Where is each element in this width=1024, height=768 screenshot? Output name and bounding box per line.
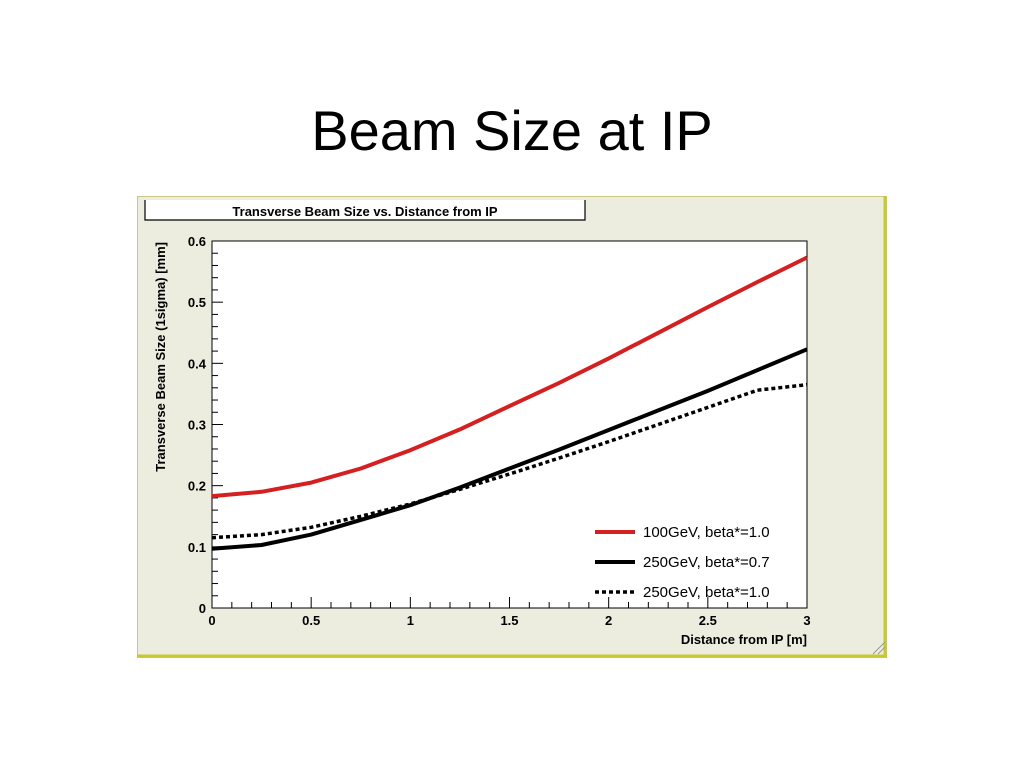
x-tick-label: 2 bbox=[605, 613, 612, 628]
series-line-3 bbox=[211, 382, 808, 540]
chart-title-box: Transverse Beam Size vs. Distance from I… bbox=[144, 200, 586, 221]
resize-grip-icon[interactable] bbox=[872, 641, 886, 655]
slide-title: Beam Size at IP bbox=[311, 99, 713, 162]
y-tick-label: 0.2 bbox=[188, 479, 206, 494]
y-tick-label: 0.3 bbox=[188, 418, 206, 433]
x-tick-label: 2.5 bbox=[699, 613, 717, 628]
legend-label: 250GeV, beta*=0.7 bbox=[643, 554, 770, 571]
legend-label: 250GeV, beta*=1.0 bbox=[643, 584, 770, 601]
legend-label: 100GeV, beta*=1.0 bbox=[643, 524, 770, 541]
y-tick-label: 0 bbox=[199, 601, 206, 616]
x-tick-label: 0.5 bbox=[302, 613, 320, 628]
x-tick-label: 3 bbox=[803, 613, 810, 628]
y-tick-label: 0.6 bbox=[188, 234, 206, 249]
x-tick-labels: 0 0.5 1 1.5 2 2.5 3 bbox=[208, 613, 810, 628]
y-axis-label: Transverse Beam Size (1sigma) [mm] bbox=[153, 242, 168, 472]
series-line-2 bbox=[211, 347, 808, 551]
y-tick-label: 0.4 bbox=[188, 356, 207, 371]
plot-area bbox=[211, 240, 808, 609]
x-tick-label: 1.5 bbox=[500, 613, 518, 628]
y-tick-labels: 0 0.1 0.2 0.3 0.4 0.5 0.6 bbox=[188, 234, 207, 616]
legend: 100GeV, beta*=1.0 250GeV, beta*=0.7 250GeV… bbox=[595, 524, 770, 601]
y-tick-label: 0.1 bbox=[188, 540, 206, 555]
x-tick-label: 1 bbox=[407, 613, 414, 628]
chart-canvas: Transverse Beam Size vs. Distance from I… bbox=[137, 196, 887, 658]
series-line-1 bbox=[211, 255, 808, 499]
chart-title-frame bbox=[144, 200, 586, 221]
chart-figure: Transverse Beam Size vs. Distance from I… bbox=[137, 196, 887, 658]
x-tick-label: 0 bbox=[208, 613, 215, 628]
chart-title: Transverse Beam Size vs. Distance from I… bbox=[232, 204, 498, 219]
axis-ticks bbox=[211, 240, 808, 609]
series-lines bbox=[211, 255, 808, 551]
x-axis-label: Distance from IP [m] bbox=[681, 632, 807, 647]
y-tick-label: 0.5 bbox=[188, 295, 206, 310]
